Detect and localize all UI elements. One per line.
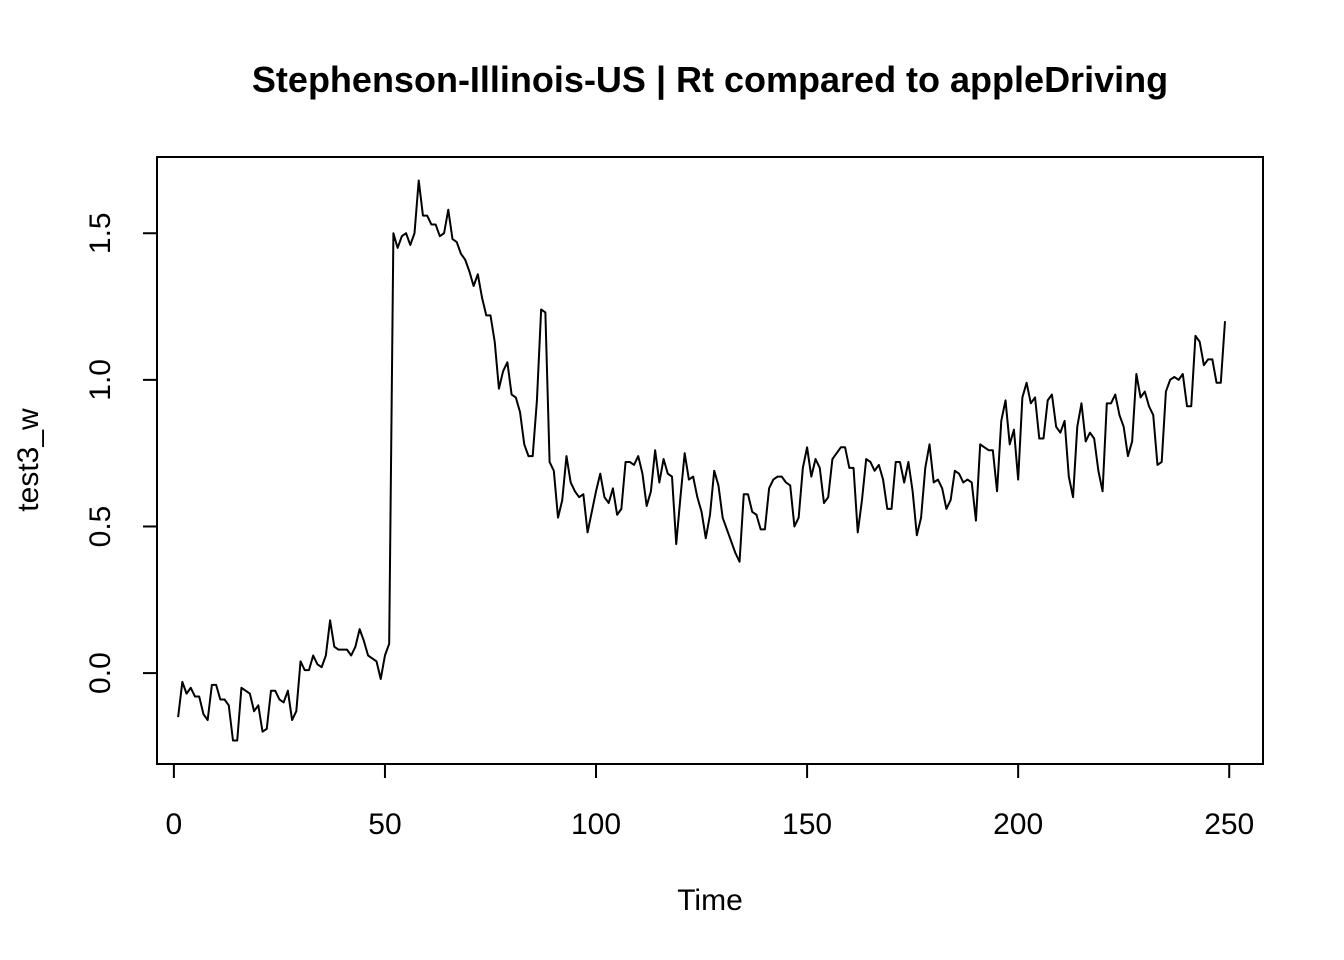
x-tick-label: 0 (166, 808, 183, 841)
y-tick-label: 0.0 (84, 652, 117, 694)
x-tick-label: 200 (993, 808, 1043, 841)
chart-title: Stephenson-Illinois-US | Rt compared to … (252, 59, 1168, 101)
y-tick-label: 1.5 (84, 212, 117, 254)
x-tick-label: 250 (1204, 808, 1254, 841)
series-line (177, 179, 1227, 742)
y-tick-label: 1.0 (84, 359, 117, 401)
y-axis-label: test3_w (12, 408, 45, 512)
y-tick-label: 0.5 (84, 506, 117, 548)
x-tick-label: 150 (782, 808, 832, 841)
y-axis: 0.0 0.5 1.0 1.5 (84, 212, 158, 694)
x-tick-label: 50 (368, 808, 401, 841)
x-axis-label: Time (677, 884, 743, 917)
x-axis: 0 50 100 150 200 250 (166, 763, 1254, 841)
x-tick-label: 100 (571, 808, 621, 841)
